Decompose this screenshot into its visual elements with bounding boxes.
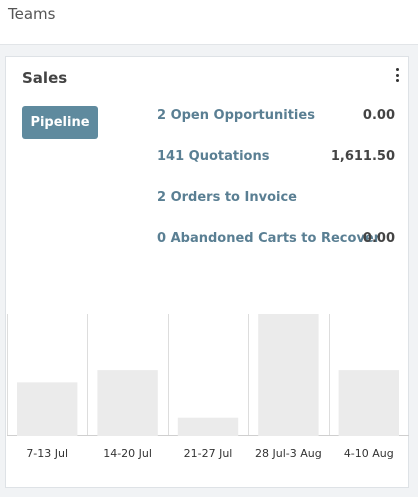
chart-tick-label: 21-27 Jul — [183, 447, 233, 460]
chart-tick-label: 28 Jul-3 Aug — [255, 447, 322, 460]
stats-list: 2 Open Opportunities 0.00 141 Quotations… — [157, 107, 395, 271]
open-opportunities-value: 0.00 — [362, 108, 395, 123]
stat-open-opportunities: 2 Open Opportunities 0.00 — [157, 107, 395, 148]
stat-quotations: 141 Quotations 1,611.50 — [157, 148, 395, 189]
page-title: Teams — [8, 5, 56, 23]
quotations-link[interactable]: 141 Quotations — [157, 149, 270, 164]
abandoned-carts-value: 0.00 — [362, 231, 395, 246]
sales-team-card: Sales Pipeline 2 Open Opportunities 0.00… — [5, 56, 409, 488]
chart-bar[interactable] — [97, 370, 158, 436]
chart-bar[interactable] — [177, 417, 239, 436]
stat-abandoned-carts: 0 Abandoned Carts to Recover 0.00 — [157, 230, 395, 271]
kebab-menu-icon[interactable] — [394, 68, 400, 82]
orders-to-invoice-link[interactable]: 2 Orders to Invoice — [157, 190, 297, 205]
chart-x-axis-labels: 7-13 Jul 14-20 Jul 21-27 Jul 28 Jul-3 Aug 4-… — [7, 447, 409, 461]
abandoned-carts-link[interactable]: 0 Abandoned Carts to Recover — [157, 231, 381, 246]
weekly-bar-chart — [7, 314, 409, 436]
card-title: Sales — [22, 69, 68, 87]
top-bar: Teams — [0, 0, 418, 45]
chart-tick-label: 4-10 Aug — [343, 447, 394, 460]
open-opportunities-link[interactable]: 2 Open Opportunities — [157, 108, 315, 123]
chart-tick-label: 14-20 Jul — [103, 447, 152, 460]
stat-orders-to-invoice: 2 Orders to Invoice — [157, 189, 395, 230]
chart-bar[interactable] — [17, 382, 78, 436]
chart-bar[interactable] — [338, 370, 399, 436]
chart-tick-label: 7-13 Jul — [26, 447, 69, 460]
pipeline-button[interactable]: Pipeline — [22, 106, 98, 139]
chart-bar[interactable] — [258, 314, 319, 436]
quotations-value: 1,611.50 — [330, 149, 395, 164]
